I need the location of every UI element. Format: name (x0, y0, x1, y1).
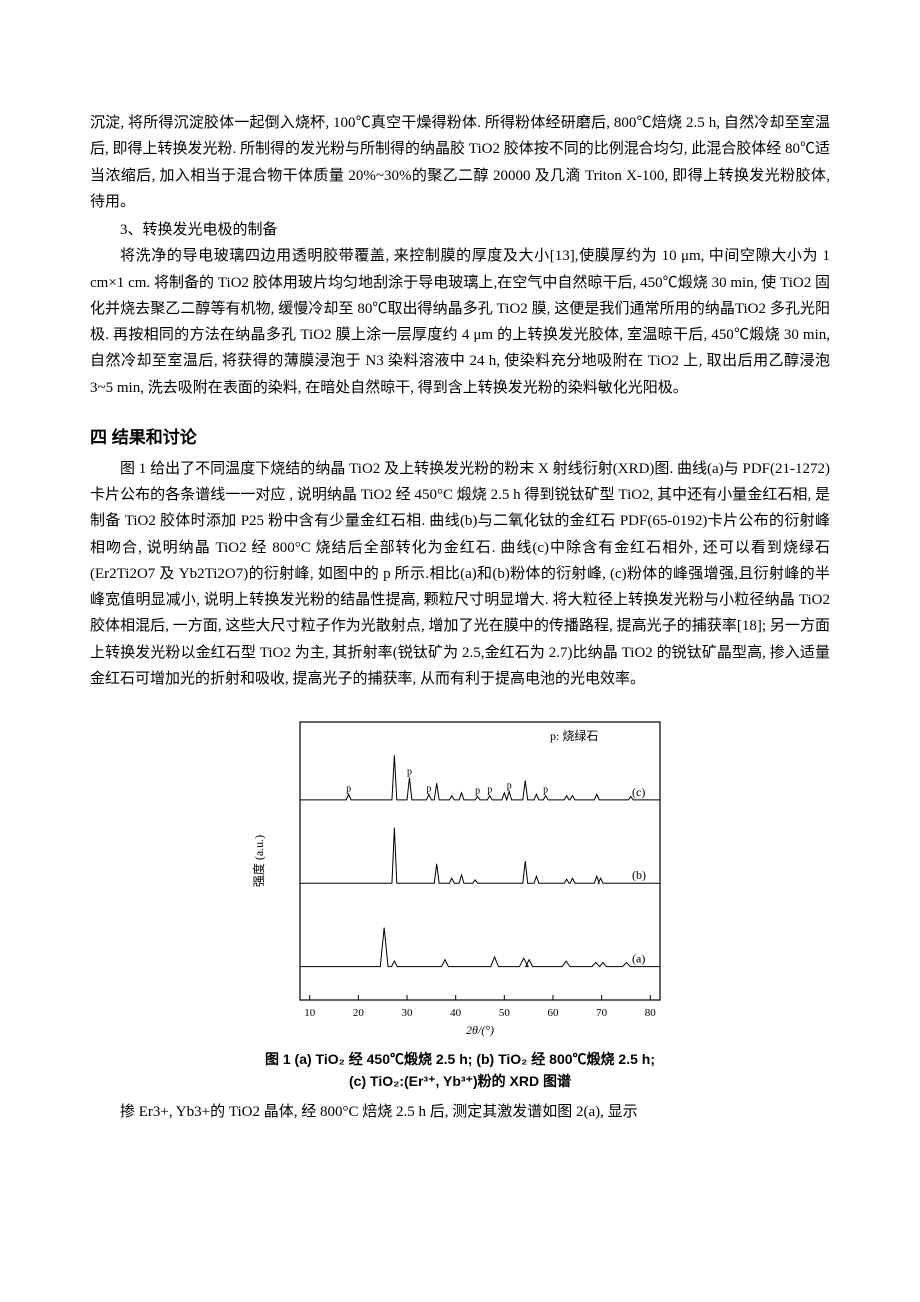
svg-text:10: 10 (304, 1007, 316, 1019)
svg-text:40: 40 (450, 1007, 462, 1019)
svg-text:p: 烧绿石: p: 烧绿石 (550, 728, 598, 743)
paragraph-2: 将洗净的导电玻璃四边用透明胶带覆盖, 来控制膜的厚度及大小[13],使膜厚约为 … (90, 243, 830, 401)
svg-text:60: 60 (547, 1007, 559, 1019)
svg-text:80: 80 (645, 1007, 657, 1019)
svg-text:(a): (a) (632, 952, 645, 966)
svg-text:30: 30 (402, 1007, 414, 1019)
figure-1-container: 10203040506070802θ/(°)强度 (a.u.)ppppppp(a… (90, 710, 830, 1093)
svg-text:p: p (475, 786, 480, 797)
figure-1-caption: 图 1 (a) TiO₂ 经 450℃煅烧 2.5 h; (b) TiO₂ 经 … (265, 1048, 655, 1093)
svg-text:p: p (346, 783, 351, 794)
figure-1-caption-line2: (c) TiO₂:(Er³⁺, Yb³⁺)粉的 XRD 图谱 (349, 1073, 571, 1089)
svg-text:p: p (407, 767, 412, 778)
section-4-title: 四 结果和讨论 (90, 423, 830, 448)
svg-text:(c): (c) (632, 785, 645, 799)
svg-text:50: 50 (499, 1007, 511, 1019)
svg-text:20: 20 (353, 1007, 365, 1019)
figure-1-xrd-chart: 10203040506070802θ/(°)强度 (a.u.)ppppppp(a… (245, 710, 675, 1040)
svg-text:强度 (a.u.): 强度 (a.u.) (251, 835, 266, 887)
paragraph-4: 掺 Er3+, Yb3+的 TiO2 晶体, 经 800°C 焙烧 2.5 h … (90, 1099, 830, 1125)
figure-1-caption-line1: 图 1 (a) TiO₂ 经 450℃煅烧 2.5 h; (b) TiO₂ 经 … (265, 1051, 655, 1067)
page-container: 沉淀, 将所得沉淀胶体一起倒入烧杯, 100℃真空干燥得粉体. 所得粉体经研磨后… (0, 0, 920, 1185)
svg-text:(b): (b) (632, 868, 646, 882)
paragraph-3: 图 1 给出了不同温度下烧结的纳晶 TiO2 及上转换发光粉的粉末 X 射线衍射… (90, 456, 830, 692)
svg-text:p: p (507, 781, 512, 792)
subsection-title-3: 3、转换发光电极的制备 (90, 217, 830, 243)
paragraph-1: 沉淀, 将所得沉淀胶体一起倒入烧杯, 100℃真空干燥得粉体. 所得粉体经研磨后… (90, 110, 830, 215)
svg-text:p: p (487, 785, 492, 796)
svg-text:70: 70 (596, 1007, 608, 1019)
svg-text:2θ/(°): 2θ/(°) (466, 1023, 494, 1037)
svg-text:p: p (543, 785, 548, 796)
svg-text:p: p (426, 783, 431, 794)
